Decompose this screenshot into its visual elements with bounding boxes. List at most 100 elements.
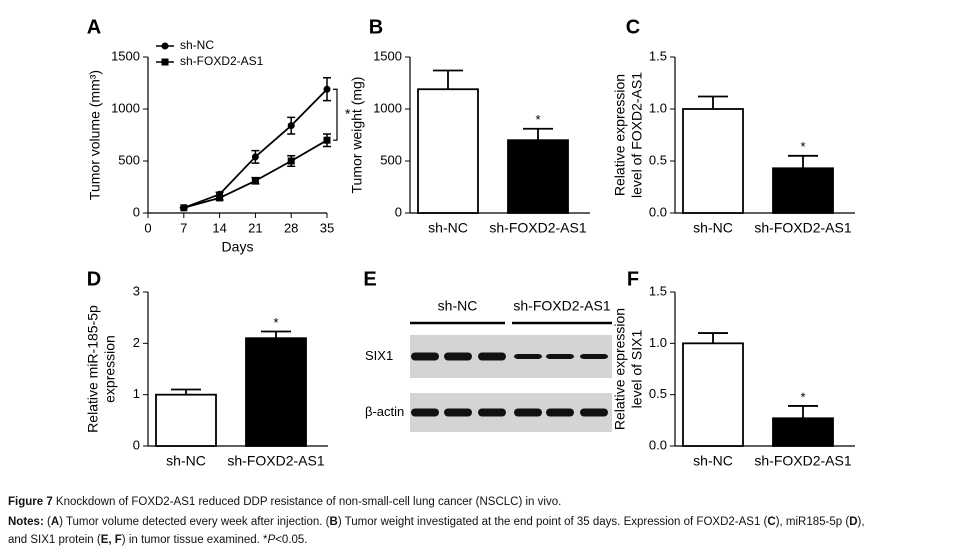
error-bar [433, 69, 463, 90]
point [323, 85, 331, 93]
row-label: β-actin [365, 404, 404, 419]
point [287, 157, 295, 165]
x-tick-label: sh-FOXD2-AS1 [754, 453, 851, 469]
blot-band [514, 354, 542, 359]
error-bar [523, 127, 553, 141]
panel-letter: F [627, 268, 639, 290]
panel-letter: B [369, 16, 383, 38]
point [251, 153, 259, 161]
group-label: sh-NC [438, 298, 478, 314]
blot-band [580, 408, 608, 417]
point [251, 177, 259, 185]
caption-run: ) Tumor volume detected every week after… [59, 516, 330, 528]
y-axis-label: expression [102, 335, 118, 403]
panel-letter: A [87, 16, 101, 38]
bar [772, 417, 834, 447]
caption-run: ), miR185-5p ( [775, 516, 850, 528]
y-tick-label: 500 [118, 152, 140, 167]
bar [772, 167, 834, 214]
blot-band [444, 408, 472, 417]
annotation: * [535, 112, 540, 127]
y-axis-label: Relative expression [612, 308, 628, 430]
legend-marker [161, 58, 169, 66]
error-bar [788, 154, 818, 169]
caption-run: E, F [100, 534, 122, 546]
series-line [183, 88, 328, 209]
error-bar [698, 95, 728, 109]
panel-letter: E [363, 268, 376, 290]
legend-label: sh-FOXD2-AS1 [180, 54, 264, 68]
significance-bracket [333, 88, 338, 141]
bar [245, 337, 307, 447]
point [216, 194, 224, 202]
y-tick-label: 0 [133, 437, 140, 452]
blot-band [580, 354, 608, 359]
x-tick-label: 14 [212, 220, 226, 235]
y-tick-label: 1 [133, 386, 140, 401]
blot-band [478, 408, 506, 417]
error-bar [788, 405, 818, 419]
y-tick-label: 1.0 [649, 100, 667, 115]
annotation: * [800, 139, 805, 154]
y-axis-label: Relative miR-185-5p [85, 305, 101, 433]
caption-run: D [849, 516, 858, 528]
caption-run: ), [857, 516, 865, 528]
x-tick-label: 28 [284, 220, 298, 235]
y-tick-label: 0.5 [649, 152, 667, 167]
bar [682, 342, 744, 447]
point [287, 122, 295, 130]
y-axis-label: Tumor volume (mm³) [87, 70, 103, 200]
y-axis-label: Tumor weight (mg) [349, 77, 365, 194]
y-tick-label: 1500 [111, 48, 140, 63]
y-axis-label: level of FOXD2-AS1 [629, 72, 645, 198]
y-tick-label: 1000 [111, 100, 140, 115]
bar [507, 139, 569, 214]
blot-band [514, 408, 542, 417]
blot-band [478, 352, 506, 361]
y-axis-label: level of SIX1 [629, 329, 645, 408]
caption-run: B [329, 516, 338, 528]
x-tick-label: sh-NC [693, 220, 733, 236]
caption-notes: Notes: (A) Tumor volume detected every w… [8, 516, 865, 528]
error-bar [698, 332, 728, 344]
x-tick-label: 35 [320, 220, 334, 235]
bar [417, 88, 479, 214]
blot-band [411, 408, 439, 417]
annotation: * [345, 105, 351, 121]
group-label: sh-FOXD2-AS1 [513, 298, 610, 314]
caption-run: A [50, 516, 60, 528]
error-bar [261, 330, 291, 339]
x-tick-label: sh-FOXD2-AS1 [754, 220, 851, 236]
bar [682, 108, 744, 214]
x-tick-label: sh-NC [428, 220, 468, 236]
annotation: * [273, 315, 278, 330]
caption-run: Knockdown of FOXD2-AS1 reduced DDP resis… [52, 496, 562, 508]
row-label: SIX1 [365, 348, 393, 363]
x-tick-label: 7 [180, 220, 187, 235]
y-tick-label: 1000 [373, 100, 402, 115]
y-tick-label: 1.5 [649, 283, 667, 298]
caption-run: ) in tumor tissue examined. * [121, 534, 268, 546]
caption-title: Figure 7 Knockdown of FOXD2-AS1 reduced … [8, 496, 561, 508]
panel-letter: C [626, 16, 640, 38]
legend-label: sh-NC [180, 38, 214, 52]
panel-letter: D [87, 268, 101, 290]
y-tick-label: 0 [133, 204, 140, 219]
y-tick-label: 500 [380, 152, 402, 167]
caption-run: and SIX1 protein ( [8, 534, 101, 546]
blot-membrane [410, 335, 612, 378]
annotation: * [800, 389, 805, 404]
x-tick-label: 21 [248, 220, 262, 235]
x-tick-label: sh-NC [693, 453, 733, 469]
point [180, 204, 188, 212]
y-tick-label: 1500 [373, 48, 402, 63]
blot-band [444, 352, 472, 361]
blot-band [546, 408, 574, 417]
y-tick-label: 0.0 [649, 437, 667, 452]
caption-run: P [267, 534, 276, 546]
y-tick-label: 1.0 [649, 335, 667, 350]
legend-marker [161, 42, 169, 50]
x-tick-label: sh-NC [166, 453, 206, 469]
